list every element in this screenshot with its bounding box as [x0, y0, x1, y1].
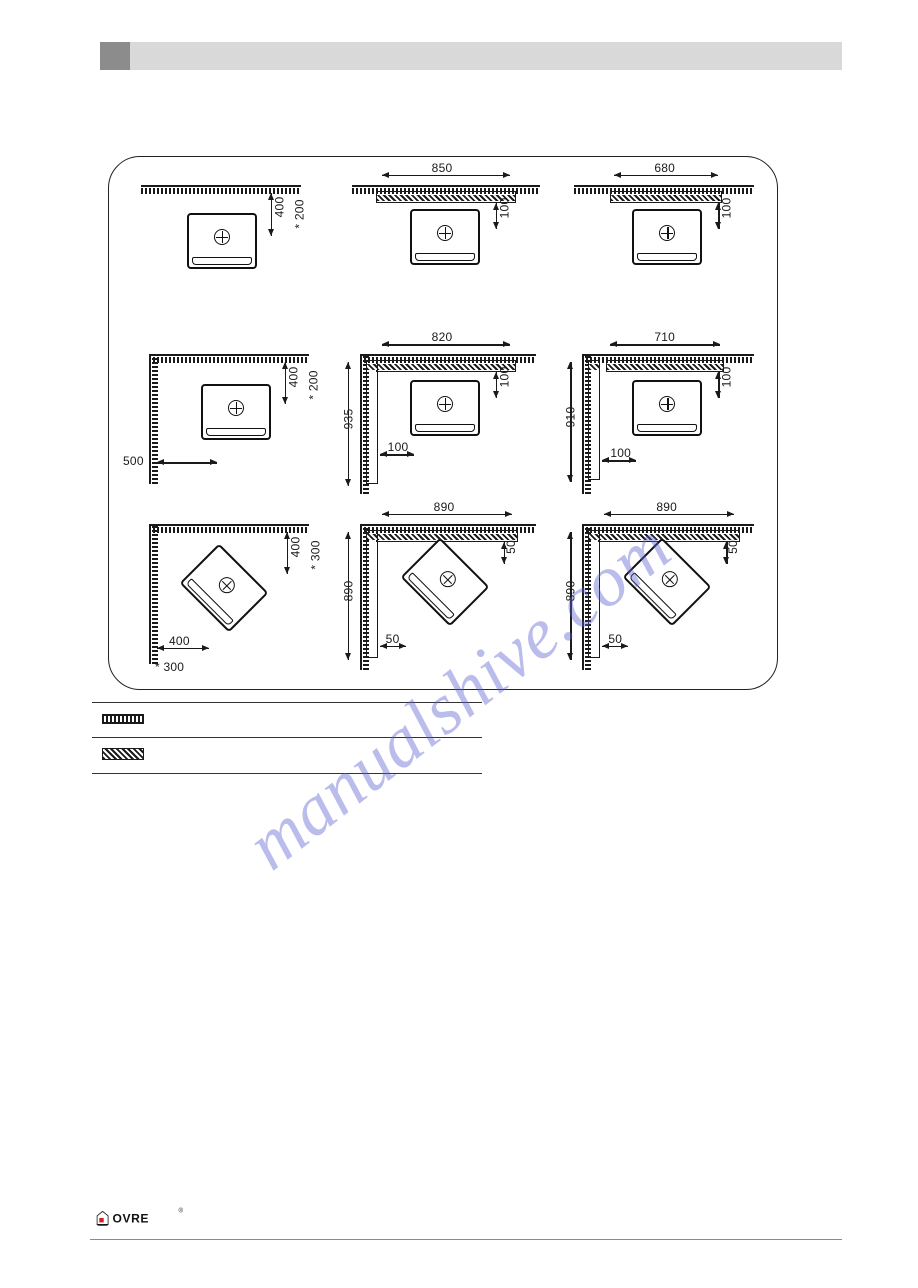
wall-back-protected [606, 360, 724, 372]
dim-prot-h [602, 460, 636, 461]
dim-back-top [614, 175, 718, 176]
dim-prot-h-label: 100 [610, 446, 631, 460]
config-r1c3: 680 100 [554, 157, 777, 334]
dim-rear-star-label: * 300 [309, 540, 323, 569]
brand-logo: OVRE ® [96, 1204, 206, 1232]
stove [410, 209, 480, 265]
dim-rear-star-label: * 200 [293, 199, 307, 228]
dim-corner-v-label: 890 [341, 580, 355, 601]
legend-label [154, 703, 482, 738]
flue-icon [437, 567, 460, 590]
stove [400, 537, 489, 626]
legend-swatch-plain [92, 703, 154, 738]
svg-text:®: ® [179, 1208, 184, 1215]
header-bar [100, 42, 842, 70]
config-r1c1: 400 * 200 [109, 157, 332, 334]
dim-back-top [604, 514, 734, 515]
dim-rear-label: 400 [272, 197, 286, 218]
dim-corner-v-label: 935 [341, 409, 355, 430]
config-r3c3: 890 890 50 50 [554, 512, 777, 689]
dim-prot-h-label: 50 [608, 632, 622, 646]
dim-back-top [382, 175, 510, 176]
config-r2c2: 820 935 100 100 [332, 334, 555, 511]
stove [623, 537, 712, 626]
flue-icon [437, 225, 453, 241]
svg-text:OVRE: OVRE [113, 1211, 149, 1225]
dim-rear-label: 100 [497, 198, 511, 219]
dim-corner-v-label: 910 [564, 407, 578, 428]
stove [632, 209, 702, 265]
config-r2c1: 400 * 200 500 [109, 334, 332, 511]
diagram-row: 400 * 200 500 820 935 100 100 [109, 334, 777, 511]
legend-table [92, 702, 482, 774]
dim-rear-label: 400 [286, 367, 300, 388]
dim-back-top-label: 890 [434, 500, 455, 514]
dim-rear-label: 100 [497, 367, 511, 388]
legend-swatch-protected [92, 738, 154, 774]
wall-back-protected [610, 191, 722, 203]
wall-left-protected [588, 360, 600, 480]
stove [632, 380, 702, 436]
dim-prot-h [602, 646, 628, 647]
dim-side-label: 400 [169, 634, 190, 648]
flue-icon [214, 229, 230, 245]
footer-rule [90, 1239, 842, 1240]
config-r1c2: 850 100 [332, 157, 555, 334]
dim-side [157, 462, 217, 463]
dim-rear-label: 400 [288, 536, 302, 557]
stove [187, 213, 257, 269]
dim-rear-star-label: * 200 [307, 371, 321, 400]
dim-back-top [382, 514, 512, 515]
dim-back-top [610, 344, 720, 345]
dim-back-top-label: 890 [656, 500, 677, 514]
dim-rear-label: 100 [720, 367, 734, 388]
dim-side-star-label: * 300 [155, 660, 184, 674]
dim-rear-label: 50 [504, 540, 518, 554]
dim-rear-label: 50 [726, 540, 740, 554]
flue-icon [216, 573, 239, 596]
flue-icon [659, 396, 675, 412]
dim-back-top [382, 344, 510, 345]
dim-corner-v-label: 890 [564, 580, 578, 601]
config-r3c2: 890 890 50 50 [332, 512, 555, 689]
dim-back-top-label: 680 [654, 161, 675, 175]
wall-left-protected [588, 530, 600, 658]
wall-back-protected [376, 360, 516, 372]
table-row [92, 738, 482, 774]
dim-side [157, 648, 209, 649]
dim-rear-label: 100 [720, 198, 734, 219]
dim-prot-h [380, 454, 414, 455]
legend-label [154, 738, 482, 774]
flue-icon [659, 567, 682, 590]
wall-back [141, 185, 301, 195]
diagram-row: 400 * 300 400 * 300 890 890 50 5 [109, 512, 777, 689]
stove [410, 380, 480, 436]
flue-icon [659, 225, 675, 241]
wall-left-protected [366, 530, 378, 658]
dim-back-top-label: 850 [432, 161, 453, 175]
config-r2c3: 710 910 100 100 [554, 334, 777, 511]
dim-prot-h [380, 646, 406, 647]
dim-side-label: 500 [123, 454, 144, 468]
flue-icon [437, 396, 453, 412]
wall-plain-icon [102, 714, 144, 724]
flue-icon [228, 400, 244, 416]
wall-back-protected [598, 530, 740, 542]
stove [179, 543, 268, 632]
diagram-row: 400 * 200 850 100 680 100 [109, 157, 777, 334]
stove [201, 384, 271, 440]
dim-back-top-label: 820 [432, 330, 453, 344]
wall-left [149, 524, 159, 664]
diagram-grid: 400 * 200 850 100 680 100 [109, 157, 777, 689]
wall-protected-icon [102, 748, 144, 760]
wall-back-protected [376, 191, 516, 203]
wall-left-protected [366, 360, 378, 484]
dim-back-top-label: 710 [654, 330, 675, 344]
table-row [92, 703, 482, 738]
dim-prot-h-label: 50 [386, 632, 400, 646]
wall-back-protected [376, 530, 518, 542]
clearance-diagram: 400 * 200 850 100 680 100 [108, 156, 778, 690]
dim-prot-h-label: 100 [388, 440, 409, 454]
config-r3c1: 400 * 300 400 * 300 [109, 512, 332, 689]
